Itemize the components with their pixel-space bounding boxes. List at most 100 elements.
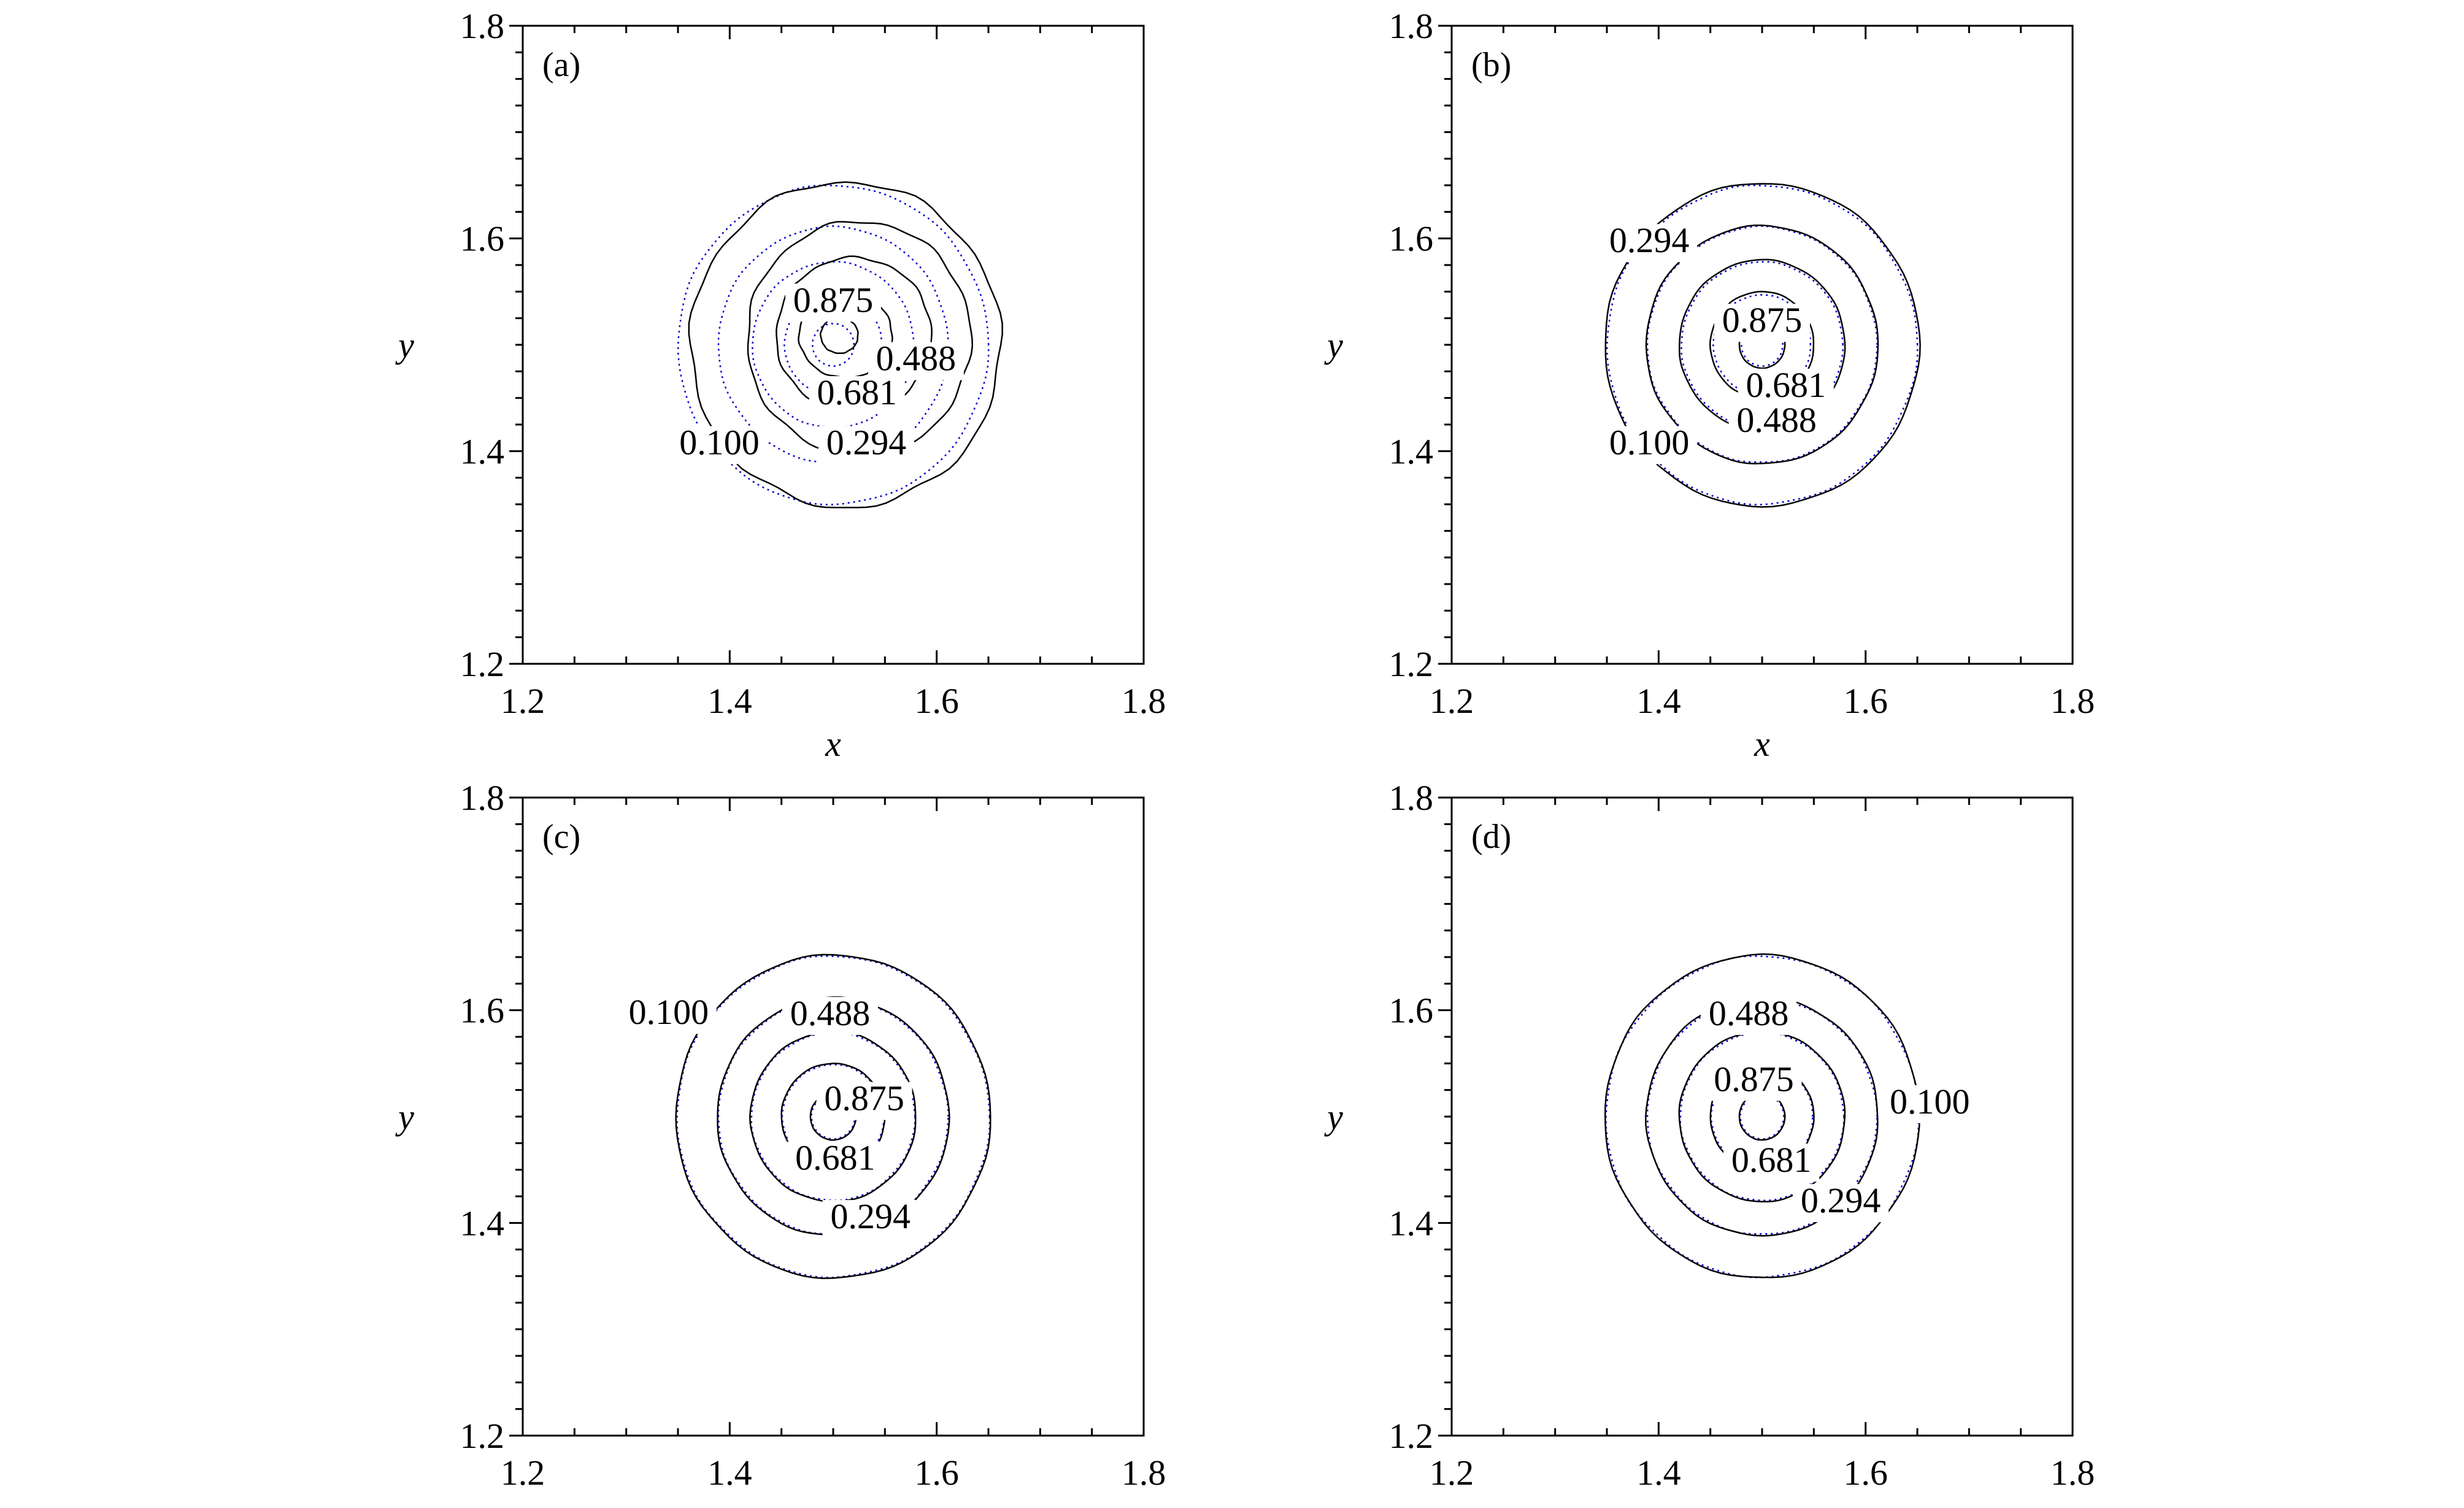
plot-frame — [1450, 796, 2074, 1437]
y-axis-title: y — [1324, 325, 1343, 365]
solid-contour-line — [675, 953, 991, 1279]
contour-label: 0.875 — [824, 1079, 904, 1118]
y-tick-label: 1.4 — [1389, 431, 1434, 471]
solid-contour-line — [1604, 953, 1921, 1279]
contour-label-bg — [1601, 224, 1698, 263]
y-tick-label: 1.8 — [460, 6, 505, 46]
solid-contour-line — [688, 181, 1003, 509]
contour-label-bg — [1793, 1184, 1889, 1222]
x-tick-label: 1.2 — [501, 1453, 545, 1493]
contour-label: 0.875 — [1714, 1059, 1794, 1099]
x-tick-label: 1.6 — [1843, 1453, 1888, 1493]
solid-contour-line — [1604, 183, 1921, 508]
contour-label: 0.875 — [1722, 300, 1803, 340]
y-tick-label: 1.8 — [1389, 6, 1434, 46]
contour-label: 0.100 — [1890, 1082, 1970, 1121]
contour-label-bg — [816, 1082, 912, 1120]
contour-label-bg — [809, 376, 905, 415]
y-axis-title: y — [1324, 1097, 1343, 1137]
contour-label-bg — [1714, 304, 1810, 342]
contour-label: 0.681 — [1746, 365, 1827, 405]
y-tick-label: 1.4 — [460, 431, 505, 471]
contour-label: 0.294 — [826, 423, 907, 463]
x-axis-title: x — [1754, 724, 1770, 764]
solid-contour-line — [1645, 224, 1879, 464]
contour-label-bg — [1706, 1063, 1802, 1101]
contour-label-bg — [1701, 996, 1797, 1035]
y-tick-label: 1.2 — [460, 644, 505, 684]
y-tick-label: 1.8 — [1389, 778, 1434, 818]
contour-label: 0.100 — [1609, 423, 1690, 463]
contour-label: 0.681 — [795, 1138, 876, 1178]
x-tick-label: 1.6 — [914, 681, 959, 721]
contour-label: 0.294 — [1801, 1180, 1881, 1220]
y-tick-label: 1.2 — [460, 1416, 505, 1456]
contour-label-bg — [822, 1200, 918, 1238]
dotted-contour-line — [811, 323, 855, 367]
contour-label: 0.488 — [1736, 400, 1817, 440]
x-tick-label: 1.8 — [2050, 681, 2095, 721]
x-tick-label: 1.4 — [1636, 681, 1681, 721]
contour-label-bg — [1728, 404, 1825, 442]
contour-label-bg — [671, 426, 768, 464]
contour-label: 0.100 — [629, 992, 709, 1032]
contour-panel-c: 1.2 1.4 1.6 1.8 1.2 1.4 1.6 1.8 x y (c) 0.100 0.488 0… — [395, 778, 1166, 1508]
dotted-contour-line — [676, 955, 991, 1279]
y-tick-label: 1.6 — [1389, 991, 1434, 1031]
contour-panel-b: 1.2 1.4 1.6 1.8 1.2 1.4 1.6 1.8 x y (b) 0.294 0.875 0… — [1324, 6, 2095, 764]
x-tick-label: 1.4 — [707, 1453, 752, 1493]
dotted-contour-line — [1679, 1031, 1845, 1202]
solid-contour-line — [819, 316, 859, 355]
x-axis-title: x — [825, 724, 841, 764]
x-tick-label: 1.2 — [1430, 1453, 1474, 1493]
solid-contour-line — [747, 221, 974, 458]
contour-label: 0.875 — [793, 280, 874, 320]
x-tick-label: 1.6 — [914, 1453, 959, 1493]
panel-label: (b) — [1471, 46, 1511, 84]
contour-label-bg — [818, 426, 914, 464]
y-tick-label: 1.4 — [460, 1203, 505, 1243]
solid-contour-line — [749, 1031, 917, 1203]
contour-label-bg — [1882, 1085, 1978, 1123]
plot-frame — [1450, 25, 2074, 665]
x-tick-label: 1.2 — [501, 681, 545, 721]
y-tick-label: 1.4 — [1389, 1203, 1434, 1243]
y-tick-label: 1.8 — [460, 778, 505, 818]
contour-label: 0.294 — [830, 1196, 911, 1236]
contour-label-bg — [782, 996, 878, 1035]
contour-label-bg — [1738, 368, 1834, 407]
contour-panel-d: 1.2 1.4 1.6 1.8 1.2 1.4 1.6 1.8 x y (d) 0.488 0.875 0… — [1324, 778, 2095, 1508]
contour-label: 0.294 — [1609, 220, 1690, 260]
plot-frame — [522, 25, 1145, 665]
y-tick-label: 1.6 — [460, 991, 505, 1031]
x-tick-label: 1.6 — [1843, 681, 1888, 721]
contour-label-bg — [620, 996, 717, 1034]
contour-label-bg — [868, 342, 964, 380]
contour-label: 0.681 — [817, 372, 898, 412]
y-axis-title: y — [395, 325, 414, 365]
x-axis-title: x — [1754, 1496, 1770, 1508]
x-tick-label: 1.8 — [1122, 681, 1166, 721]
dotted-contour-line — [750, 1031, 916, 1202]
contour-label: 0.488 — [876, 339, 957, 379]
contour-label: 0.488 — [1709, 993, 1789, 1033]
x-tick-label: 1.4 — [1636, 1453, 1681, 1493]
contour-label-bg — [1723, 1144, 1820, 1182]
x-tick-label: 1.4 — [707, 681, 752, 721]
panel-label: (c) — [542, 818, 580, 856]
contour-label-bg — [785, 283, 881, 322]
x-tick-label: 1.2 — [1430, 681, 1474, 721]
contour-label: 0.100 — [679, 423, 760, 463]
panel-label: (d) — [1471, 818, 1511, 856]
dotted-contour-line — [1712, 294, 1812, 396]
x-tick-label: 1.8 — [2050, 1453, 2095, 1493]
y-tick-label: 1.2 — [1389, 644, 1434, 684]
contour-label-bg — [1601, 426, 1698, 464]
dotted-contour-line — [1606, 184, 1919, 506]
y-tick-label: 1.6 — [1389, 219, 1434, 259]
y-tick-label: 1.6 — [460, 219, 505, 259]
panel-label: (a) — [542, 46, 580, 84]
dotted-contour-line — [1646, 225, 1878, 463]
dotted-contour-line — [1739, 1093, 1785, 1140]
